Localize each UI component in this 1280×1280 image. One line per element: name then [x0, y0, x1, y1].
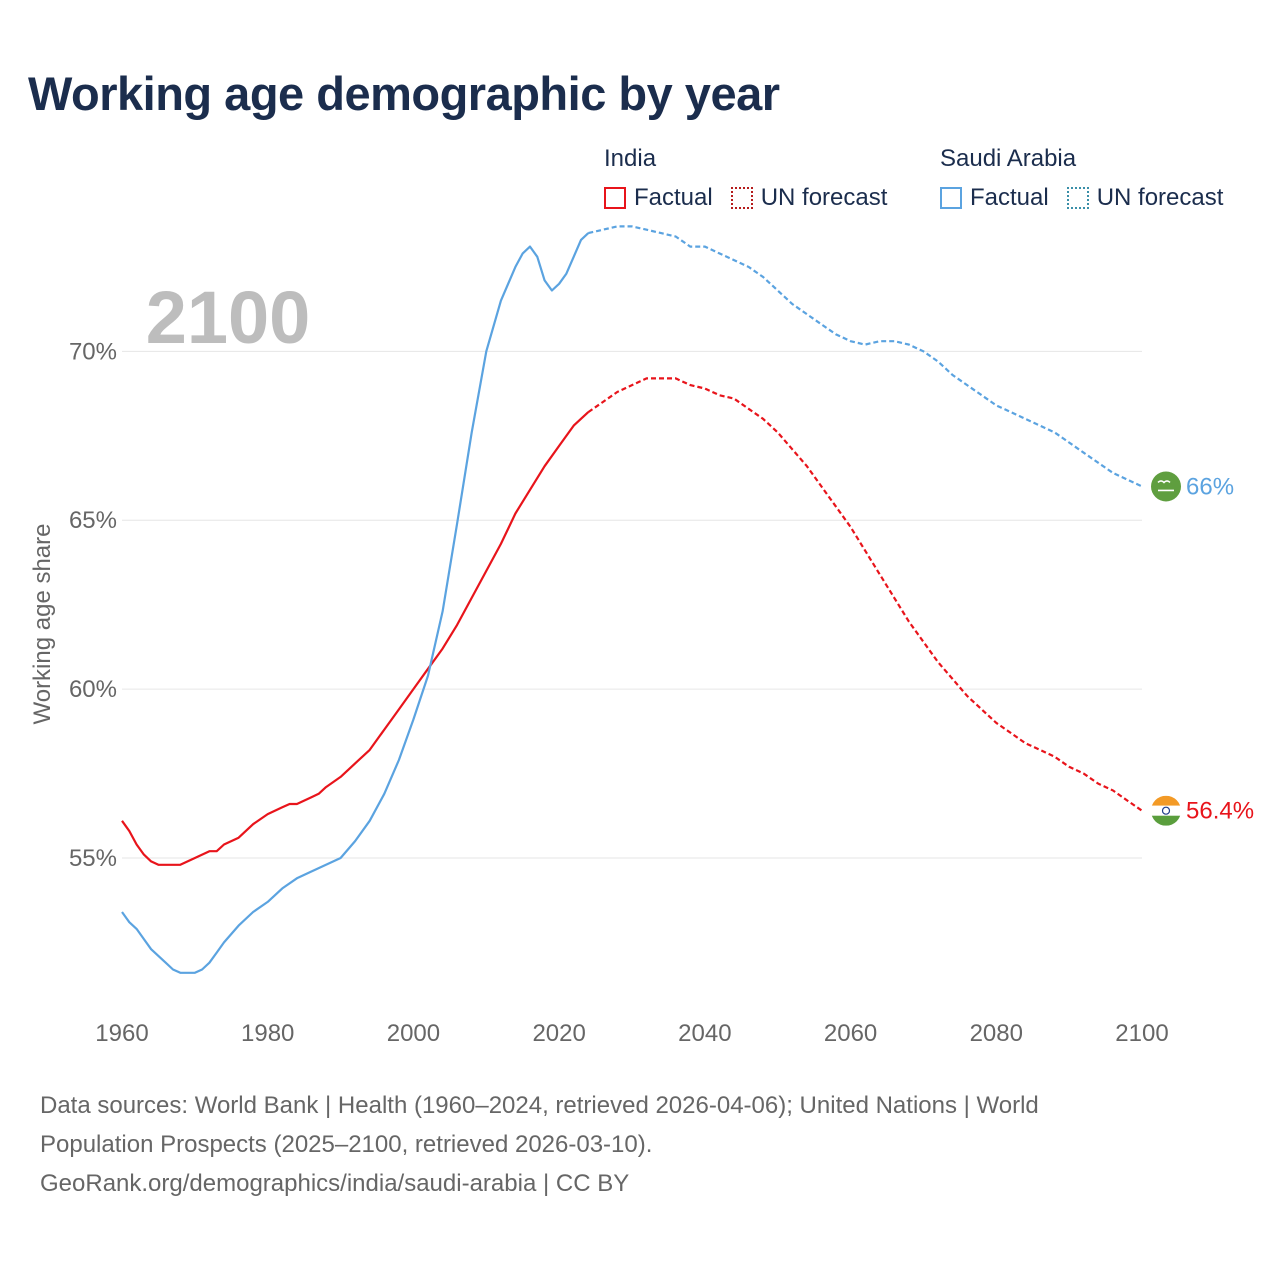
- india-forecast-line: [587, 377, 1143, 812]
- saudi-factual-line: [121, 232, 590, 974]
- legend-india-name: India: [604, 145, 657, 172]
- source-line-2: Population Prospects (2025–2100, retriev…: [40, 1131, 653, 1158]
- chart-title: Working age demographic by year: [28, 67, 780, 120]
- legend-saudi-factual[interactable]: Factual: [940, 184, 1049, 212]
- x-tick-label: 2040: [678, 1020, 731, 1047]
- legend-india-factual-label: Factual: [634, 184, 713, 211]
- y-axis-label: Working age share: [29, 524, 56, 725]
- legend-india-forecast[interactable]: UN forecast: [730, 184, 888, 212]
- line-chart: 55% 60% 65% 70% 1960 1980 2000 2020 2040 2060 2080…: [29, 225, 1254, 1047]
- x-tick-label: 2020: [532, 1020, 585, 1047]
- legend-saudi-factual-label: Factual: [970, 184, 1049, 211]
- y-tick-label: 65%: [69, 507, 117, 534]
- source-line-1: Data sources: World Bank | Health (1960–…: [40, 1092, 1039, 1119]
- legend-saudi-forecast-label: UN forecast: [1096, 184, 1224, 211]
- legend-india-factual[interactable]: Factual: [604, 184, 713, 212]
- y-tick-label: 70%: [69, 338, 117, 365]
- legend-india-forecast-label: UN forecast: [760, 184, 888, 211]
- india-end-value-label: 56.4%: [1186, 798, 1254, 825]
- legend-saudi: Saudi Arabia Factual UN forecast: [940, 142, 1241, 212]
- source-line-3[interactable]: GeoRank.org/demographics/india/saudi-ara…: [40, 1170, 630, 1197]
- legend-india: India Factual UN forecast: [604, 142, 905, 212]
- india-flag-icon: [1151, 795, 1181, 826]
- source-note: Data sources: World Bank | Health (1960–…: [40, 1086, 1180, 1203]
- legend-saudi-factual-swatch: [940, 187, 962, 209]
- x-tick-label: 2100: [1115, 1020, 1168, 1047]
- year-watermark: 2100: [146, 276, 311, 359]
- x-tick-label: 1960: [95, 1020, 148, 1047]
- x-tick-label: 2080: [970, 1020, 1023, 1047]
- y-tick-label: 60%: [69, 676, 117, 703]
- legend-saudi-forecast[interactable]: UN forecast: [1066, 184, 1224, 212]
- x-tick-label: 2060: [824, 1020, 877, 1047]
- saudi-flag-icon: [1151, 471, 1181, 502]
- legend-saudi-name: Saudi Arabia: [940, 145, 1077, 172]
- x-tick-label: 2000: [387, 1020, 440, 1047]
- legend-india-factual-swatch: [604, 187, 626, 209]
- legend-saudi-forecast-swatch: [1066, 187, 1089, 209]
- india-factual-line: [121, 411, 590, 866]
- saudi-forecast-line: [588, 225, 1143, 488]
- legend-india-forecast-swatch: [730, 187, 753, 209]
- y-tick-label: 55%: [69, 845, 117, 872]
- saudi-end-value-label: 66%: [1186, 473, 1234, 500]
- x-tick-label: 1980: [241, 1020, 294, 1047]
